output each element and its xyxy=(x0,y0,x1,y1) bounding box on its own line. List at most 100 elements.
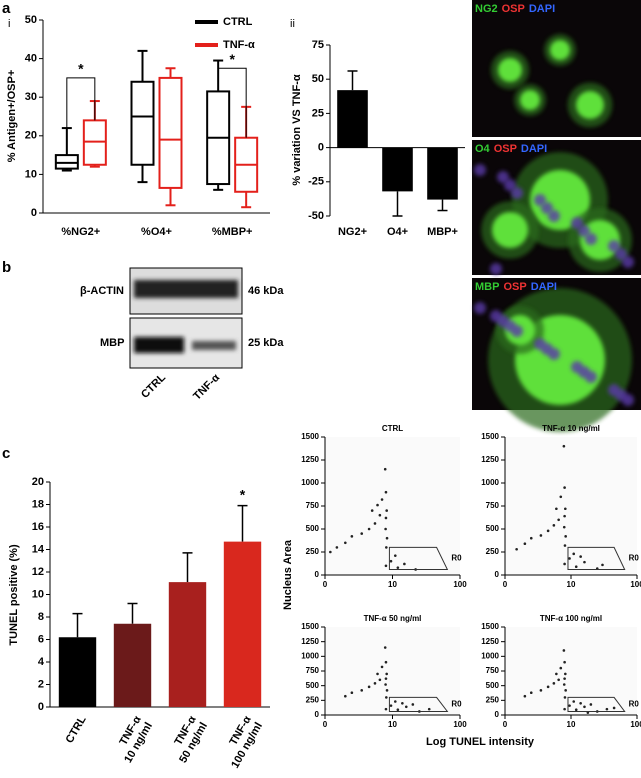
y-tick-label: -25 xyxy=(308,176,324,188)
image-label: O4 xyxy=(475,143,491,155)
y-tick-label: 1250 xyxy=(481,455,499,464)
cell xyxy=(520,90,540,110)
point xyxy=(515,547,518,551)
point xyxy=(589,703,593,706)
y-tick-label: 6 xyxy=(38,633,44,645)
nucleus xyxy=(608,384,620,396)
y-tick-label: 12 xyxy=(32,566,44,578)
point xyxy=(396,708,400,712)
blot-row-label: β-ACTIN xyxy=(80,285,124,297)
point xyxy=(380,498,384,501)
annotation: * xyxy=(229,51,235,67)
nucleus xyxy=(474,302,486,314)
point xyxy=(605,707,609,711)
y-tick-label: 250 xyxy=(486,695,500,704)
bar xyxy=(113,623,152,707)
y-axis-label: % Antigen+/OSP+ xyxy=(6,70,18,163)
y-tick-label: 1500 xyxy=(301,622,319,631)
y-tick-label: 25 xyxy=(312,107,324,119)
point xyxy=(389,559,393,563)
point xyxy=(579,555,582,558)
x-tick-label: 0 xyxy=(323,720,328,729)
point xyxy=(563,707,566,711)
nucleus xyxy=(622,256,634,268)
nucleus xyxy=(474,164,486,176)
y-tick-label: 0 xyxy=(315,570,320,579)
point xyxy=(574,708,578,712)
x-tick-label: NG2+ xyxy=(338,226,367,238)
point xyxy=(555,672,558,676)
y-tick-label: 750 xyxy=(486,666,500,675)
axis-label: Nucleus Area xyxy=(282,539,294,610)
chart-title: TNF-α 10 ng/ml xyxy=(542,424,600,433)
point xyxy=(389,704,393,707)
cell xyxy=(492,212,528,248)
nucleus xyxy=(578,225,590,237)
x-tick-label: 0 xyxy=(503,720,508,729)
bar xyxy=(58,637,97,707)
legend-label: TNF-α xyxy=(223,39,255,51)
point xyxy=(384,707,388,711)
y-tick-label: 0 xyxy=(495,710,500,719)
nucleus xyxy=(490,263,502,275)
y-tick-label: 500 xyxy=(306,524,320,533)
y-tick-label: 1500 xyxy=(301,432,319,441)
point xyxy=(378,678,382,682)
cell xyxy=(576,91,604,119)
gate xyxy=(388,696,449,712)
point xyxy=(350,535,354,538)
y-tick-label: 2 xyxy=(38,678,44,690)
nucleus xyxy=(497,171,509,183)
y-tick-label: 1000 xyxy=(481,478,499,487)
y-tick-label: 750 xyxy=(486,501,500,510)
point xyxy=(583,560,586,564)
point xyxy=(385,696,388,699)
significance-bracket xyxy=(217,67,247,138)
box xyxy=(130,80,155,166)
y-tick-label: 10 xyxy=(32,588,44,600)
point xyxy=(562,525,566,529)
cell xyxy=(498,58,522,82)
point xyxy=(385,536,389,540)
gate-label: R0 xyxy=(451,554,462,563)
point xyxy=(383,646,387,649)
point xyxy=(380,665,384,669)
point xyxy=(393,700,397,703)
y-tick-label: 4 xyxy=(38,656,45,668)
x-tick-label: 0 xyxy=(503,580,508,589)
y-tick-label: 250 xyxy=(486,547,500,556)
point xyxy=(360,532,364,535)
y-tick-label: 50 xyxy=(25,14,37,26)
y-tick-label: 10 xyxy=(25,168,37,180)
point xyxy=(373,522,377,525)
chart-title: CTRL xyxy=(382,424,403,433)
y-tick-label: 16 xyxy=(32,521,44,533)
plot-area xyxy=(505,627,637,715)
panel-label: b xyxy=(2,259,11,276)
bar xyxy=(168,582,207,707)
point xyxy=(562,444,566,448)
annotation: * xyxy=(78,61,84,77)
point xyxy=(563,660,566,664)
image-label: NG2 xyxy=(475,3,498,15)
blot-row-label: MBP xyxy=(100,337,124,349)
panel-label: i xyxy=(8,18,10,30)
point xyxy=(344,541,347,545)
y-tick-label: 1250 xyxy=(301,455,319,464)
y-tick-label: 14 xyxy=(32,543,45,555)
point xyxy=(563,677,566,680)
point xyxy=(385,509,388,512)
y-tick-label: 75 xyxy=(312,39,324,51)
point xyxy=(539,534,543,537)
y-tick-label: 750 xyxy=(306,666,320,675)
point xyxy=(552,682,556,685)
blot-band xyxy=(134,337,184,353)
y-tick-label: 1500 xyxy=(481,432,499,441)
point xyxy=(564,507,567,511)
nucleus xyxy=(504,179,516,191)
nucleus xyxy=(534,194,546,206)
bar xyxy=(427,147,458,200)
cell xyxy=(550,40,570,60)
y-axis-label: % variation VS TNF-α xyxy=(291,74,303,186)
